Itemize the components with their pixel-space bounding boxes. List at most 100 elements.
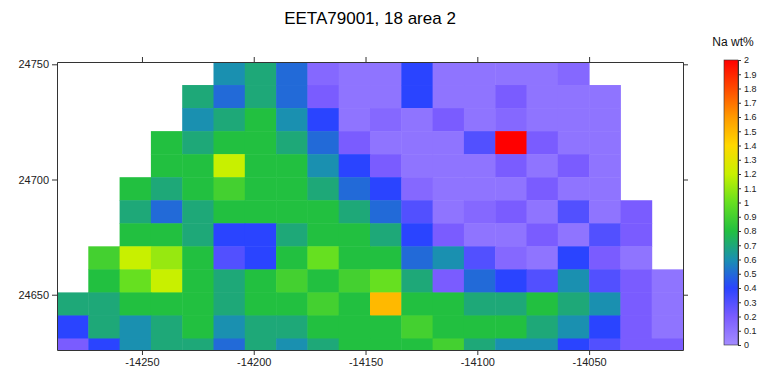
cell [120, 246, 152, 270]
tick-label: 1.8 [744, 84, 757, 94]
cell [120, 223, 152, 247]
cell [182, 177, 214, 201]
cell [652, 269, 683, 293]
cell [527, 269, 559, 293]
tick-mark [52, 295, 57, 296]
cell [464, 200, 496, 224]
cell [151, 292, 183, 316]
cell [182, 292, 214, 316]
cell [307, 246, 339, 270]
cell [182, 108, 214, 132]
cell [245, 223, 277, 247]
cell [245, 154, 277, 178]
tick-label: 1.7 [744, 98, 757, 108]
tick: -14100 [461, 350, 495, 368]
cell [370, 292, 402, 316]
tick: 2 [738, 55, 749, 65]
tick: 1.2 [738, 169, 757, 179]
cell [245, 108, 277, 132]
tick-label: 0.7 [744, 241, 757, 251]
tick [254, 57, 255, 62]
cell [401, 315, 433, 339]
cell [401, 223, 433, 247]
cell [339, 108, 371, 132]
cell [433, 246, 465, 270]
cell [652, 315, 683, 339]
cell [276, 200, 308, 224]
cell [527, 200, 559, 224]
cell [307, 315, 339, 339]
cell [339, 338, 371, 350]
cell [433, 177, 465, 201]
cell [558, 85, 590, 109]
tick-label: -14050 [572, 356, 606, 368]
cell [464, 338, 496, 350]
cell [464, 131, 496, 155]
cell [214, 338, 246, 350]
tick-label: 1.2 [744, 169, 757, 179]
cell [401, 108, 433, 132]
tick-mark [142, 350, 143, 355]
cell [214, 200, 246, 224]
tick: -14250 [125, 350, 159, 368]
cell [433, 315, 465, 339]
cell [276, 269, 308, 293]
cell [339, 154, 371, 178]
cell [151, 200, 183, 224]
cell [214, 108, 246, 132]
cell [464, 62, 496, 86]
cell [495, 315, 527, 339]
tick-label: -14250 [125, 356, 159, 368]
axis: -14250-14200-14150-14100-14050 [58, 350, 684, 368]
cell [401, 246, 433, 270]
cell [558, 223, 590, 247]
cell [370, 338, 402, 350]
tick-mark [589, 57, 590, 62]
tick: -14150 [349, 350, 383, 368]
cell [370, 269, 402, 293]
cell [151, 223, 183, 247]
cell [620, 200, 652, 224]
cell [464, 85, 496, 109]
cell [558, 246, 590, 270]
cell [370, 85, 402, 109]
tick-mark [52, 64, 57, 65]
cell [339, 223, 371, 247]
cell [495, 269, 527, 293]
cell [151, 246, 183, 270]
tick: 1 [738, 198, 749, 208]
tick: 0.7 [738, 241, 757, 251]
cell [527, 85, 559, 109]
cell [307, 154, 339, 178]
cell [401, 62, 433, 86]
cell [307, 338, 339, 350]
cell [276, 85, 308, 109]
tick-label: 0.4 [744, 283, 757, 293]
tick-mark [738, 103, 741, 104]
cell [307, 292, 339, 316]
cell [276, 62, 308, 86]
cell [339, 315, 371, 339]
cell [589, 292, 621, 316]
cell [558, 131, 590, 155]
cell [214, 177, 246, 201]
cell [370, 131, 402, 155]
cell [88, 246, 120, 270]
cell [589, 338, 621, 350]
cell [589, 269, 621, 293]
cell [527, 131, 559, 155]
cell [88, 292, 120, 316]
cell [433, 62, 465, 86]
cell [433, 338, 465, 350]
tick-mark [738, 160, 741, 161]
tick-label: 0.1 [744, 326, 757, 336]
cell [370, 177, 402, 201]
cell [433, 292, 465, 316]
tick: 24750 [18, 58, 57, 70]
cell [182, 223, 214, 247]
cell [401, 85, 433, 109]
tick-label: 1.9 [744, 70, 757, 80]
tick-mark [254, 57, 255, 62]
cell [620, 269, 652, 293]
cell [495, 338, 527, 350]
